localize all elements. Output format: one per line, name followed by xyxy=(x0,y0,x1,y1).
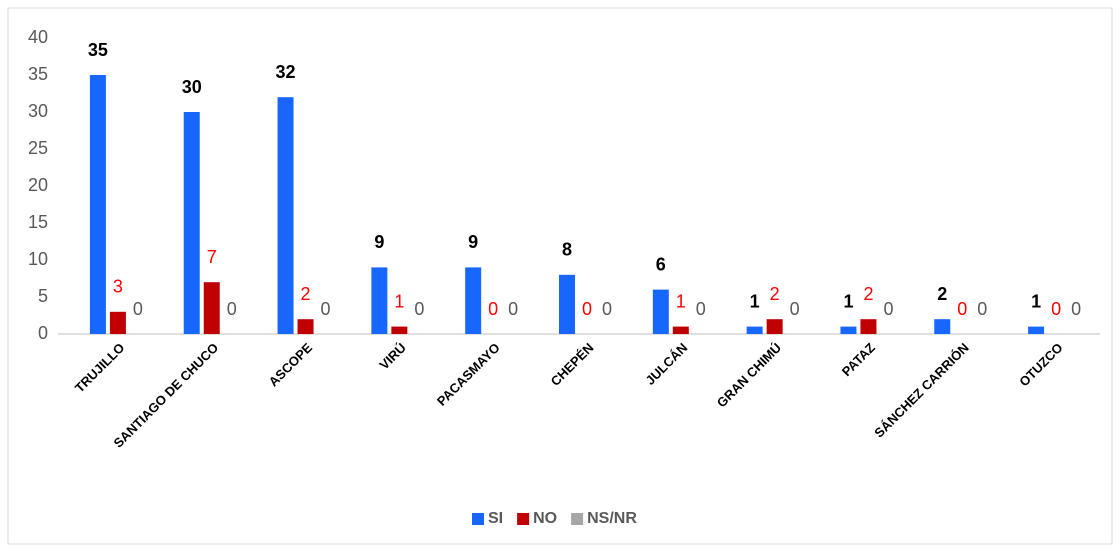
data-label: 2 xyxy=(863,284,873,304)
legend-label: NO xyxy=(533,510,557,527)
legend-label: NS/NR xyxy=(587,510,637,527)
bar xyxy=(1028,326,1045,334)
bar xyxy=(371,267,388,334)
data-label: 0 xyxy=(133,299,143,319)
legend-swatch xyxy=(571,513,584,525)
data-label: 1 xyxy=(1031,291,1041,311)
bar xyxy=(860,319,877,334)
y-tick-label: 40 xyxy=(28,27,48,47)
data-label: 9 xyxy=(468,232,478,252)
bar xyxy=(297,319,314,334)
data-label: 32 xyxy=(276,62,296,82)
bar xyxy=(652,289,669,334)
bar xyxy=(183,112,200,334)
bar xyxy=(934,319,951,334)
data-label: 8 xyxy=(562,240,572,260)
bar xyxy=(109,311,126,334)
data-label: 3 xyxy=(113,277,123,297)
bar xyxy=(465,267,482,334)
data-label: 0 xyxy=(508,299,518,319)
y-tick-label: 15 xyxy=(28,212,48,232)
data-label: 1 xyxy=(394,291,404,311)
data-label: 2 xyxy=(937,284,947,304)
data-label: 30 xyxy=(182,77,202,97)
y-tick-label: 0 xyxy=(38,323,48,343)
data-label: 0 xyxy=(321,299,331,319)
data-label: 2 xyxy=(770,284,780,304)
y-tick-label: 20 xyxy=(28,175,48,195)
bar xyxy=(840,326,857,334)
data-label: 0 xyxy=(1051,299,1061,319)
bar xyxy=(203,282,220,334)
data-label: 0 xyxy=(977,299,987,319)
y-tick-label: 30 xyxy=(28,101,48,121)
legend-swatch xyxy=(517,513,530,525)
data-label: 0 xyxy=(1071,299,1081,319)
data-label: 1 xyxy=(676,291,686,311)
data-label: 0 xyxy=(602,299,612,319)
bar xyxy=(559,274,575,334)
data-label: 1 xyxy=(750,291,760,311)
y-tick-label: 10 xyxy=(28,249,48,269)
data-label: 35 xyxy=(88,40,108,60)
bar xyxy=(766,319,783,334)
bar xyxy=(89,75,106,334)
data-label: 6 xyxy=(656,254,666,274)
data-label: 0 xyxy=(414,299,424,319)
bar xyxy=(746,326,763,334)
data-label: 0 xyxy=(696,299,706,319)
data-label: 0 xyxy=(582,299,592,319)
y-tick-label: 25 xyxy=(28,138,48,158)
data-label: 0 xyxy=(790,299,800,319)
y-tick-label: 5 xyxy=(38,286,48,306)
legend-swatch xyxy=(472,513,484,525)
data-label: 0 xyxy=(227,299,237,319)
data-label: 0 xyxy=(488,299,498,319)
data-label: 9 xyxy=(374,232,384,252)
bar xyxy=(391,326,408,334)
data-label: 1 xyxy=(843,291,853,311)
bar xyxy=(672,326,689,334)
data-label: 2 xyxy=(301,284,311,304)
data-label: 0 xyxy=(883,299,893,319)
legend-label: SI xyxy=(488,510,503,527)
data-label: 0 xyxy=(957,299,967,319)
bar xyxy=(277,97,294,334)
data-label: 7 xyxy=(207,247,217,267)
y-tick-label: 35 xyxy=(28,64,48,84)
